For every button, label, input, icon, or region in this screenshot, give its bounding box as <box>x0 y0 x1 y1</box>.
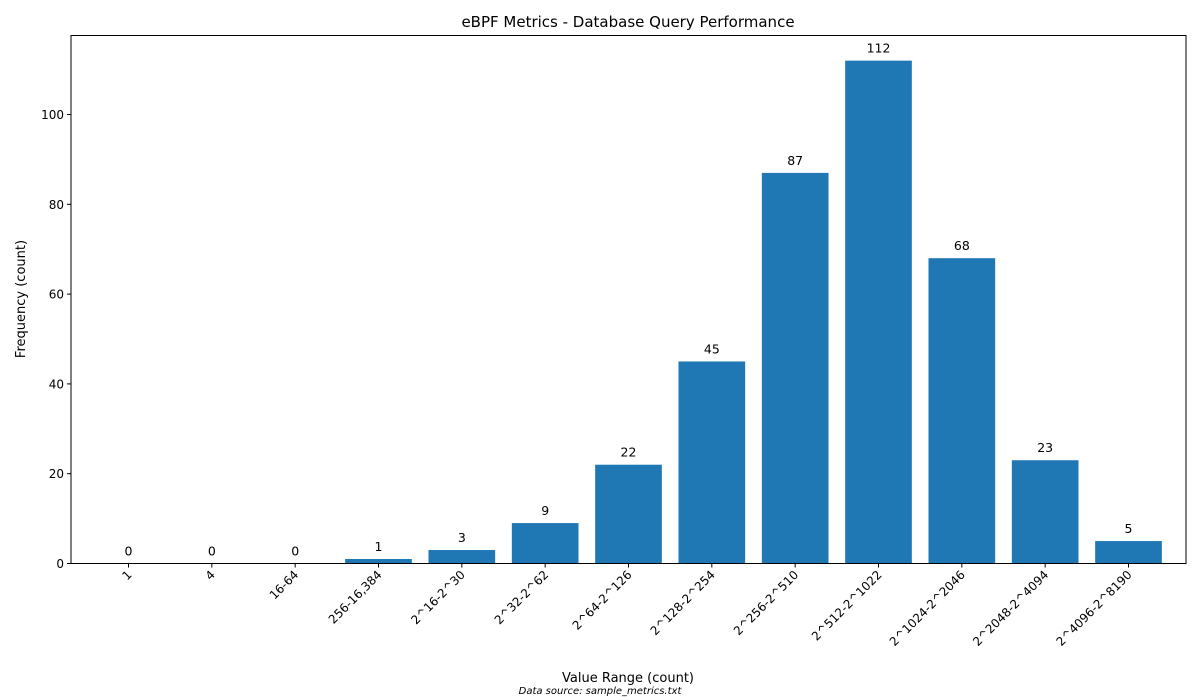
y-tick-label: 20 <box>49 467 64 481</box>
bar <box>1011 460 1079 564</box>
bar-value-label: 45 <box>704 341 720 356</box>
bar <box>845 60 912 564</box>
chart-title: eBPF Metrics - Database Query Performanc… <box>461 13 794 31</box>
bar-value-label: 23 <box>1037 440 1053 455</box>
bar <box>678 361 746 564</box>
y-axis-ticks: 0 20 40 60 80 100 <box>41 108 71 571</box>
bar-value-label: 68 <box>954 238 970 253</box>
bar-value-label: 0 <box>208 544 216 559</box>
y-tick-label: 40 <box>49 377 64 391</box>
y-tick-label: 0 <box>56 557 64 571</box>
y-tick-label: 60 <box>49 288 64 302</box>
bar <box>428 550 496 564</box>
y-tick-label: 100 <box>41 108 64 122</box>
y-axis-title: Frequency (count) <box>14 240 29 358</box>
bar-value-label: 0 <box>125 544 133 559</box>
bar-value-label: 22 <box>621 445 637 460</box>
bar-value-label: 3 <box>458 530 466 545</box>
data-source-note: Data source: sample_metrics.txt <box>519 686 683 697</box>
bar <box>761 172 829 564</box>
bar-value-labels: 0 0 0 1 3 9 22 45 87 112 68 23 5 <box>125 41 1133 559</box>
bar <box>345 559 412 564</box>
bar-value-label: 9 <box>541 503 549 518</box>
bar <box>1095 541 1162 564</box>
bars-group <box>345 60 1162 564</box>
bar-value-label: 87 <box>787 153 803 168</box>
y-tick-label: 80 <box>49 198 64 212</box>
bar-value-label: 0 <box>291 544 299 559</box>
bar-value-label: 1 <box>375 539 383 554</box>
bar <box>511 523 579 564</box>
bar-value-label: 5 <box>1125 521 1133 536</box>
bar-value-label: 112 <box>867 41 891 56</box>
bar <box>928 258 996 564</box>
plot-frame <box>70 35 1187 564</box>
x-axis-title: Value Range (count) <box>562 671 694 686</box>
bar <box>595 464 662 564</box>
